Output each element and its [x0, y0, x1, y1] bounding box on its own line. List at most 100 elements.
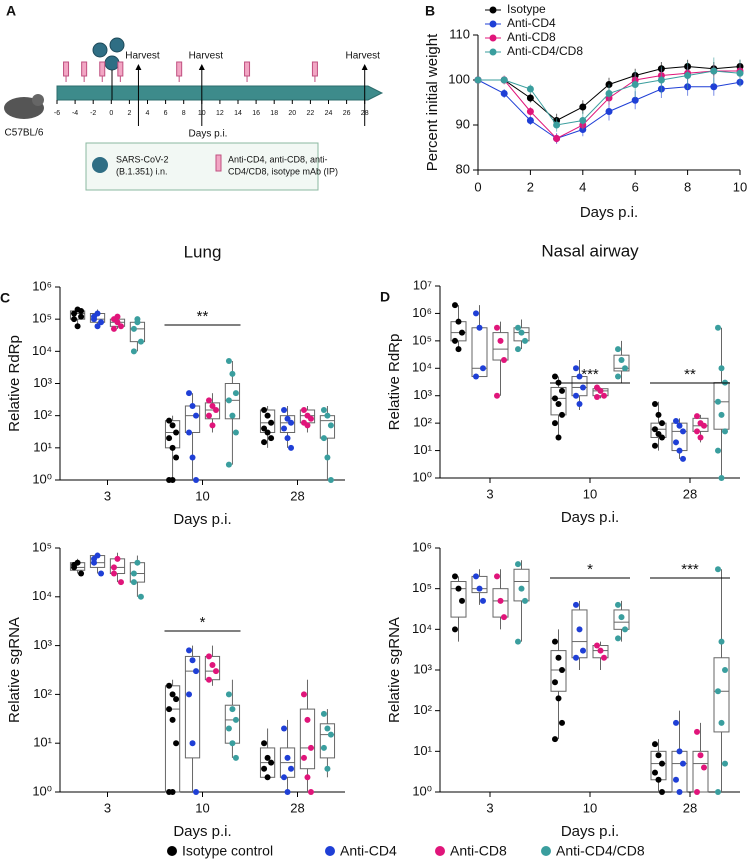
key-box: [85, 142, 319, 191]
data-point: [327, 422, 334, 429]
data-point: [680, 455, 686, 462]
data-point: [169, 789, 176, 795]
data-point: [169, 691, 176, 698]
y-tick-label: 10²: [413, 415, 432, 430]
data-point: [261, 740, 268, 747]
data-point: [526, 94, 534, 102]
data-point: [459, 329, 465, 336]
data-point: [552, 420, 558, 427]
panel-label: C: [0, 290, 10, 306]
data-point: [264, 774, 271, 781]
data-point: [659, 789, 665, 795]
box: [450, 581, 467, 618]
box: [671, 750, 688, 793]
data-point: [284, 789, 291, 795]
data-point: [452, 302, 458, 309]
data-point: [552, 679, 558, 686]
data-point: [459, 597, 465, 604]
x-axis-label: Days p.i.: [580, 204, 638, 221]
data-point: [166, 417, 173, 424]
data-point: [715, 447, 721, 454]
data-point: [652, 741, 658, 748]
y-tick-label: 10⁵: [412, 332, 432, 347]
data-point: [186, 647, 193, 654]
box: [279, 415, 296, 433]
timeline-tick-label: 2: [127, 110, 131, 117]
data-point: [91, 555, 98, 562]
data-point: [473, 573, 479, 580]
data-point: [261, 765, 268, 772]
data-point: [134, 316, 141, 323]
box: [184, 655, 201, 759]
key-syringe-icon: [215, 154, 222, 172]
data-point: [169, 716, 176, 723]
data-point: [701, 764, 707, 771]
data-point: [232, 754, 239, 761]
data-point: [522, 337, 528, 344]
syringe-icon: [244, 61, 251, 77]
syringe-icon: [176, 61, 183, 77]
box: [613, 609, 630, 630]
data-point: [261, 407, 268, 414]
data-point: [205, 653, 212, 660]
box: [692, 417, 709, 432]
data-point: [281, 725, 288, 732]
box: [613, 354, 630, 372]
data-point: [601, 392, 607, 399]
data-point: [480, 597, 486, 604]
y-axis-label: Relative RdRp: [6, 335, 23, 432]
data-point: [673, 439, 679, 446]
box: [204, 402, 221, 420]
data-point: [186, 390, 193, 397]
legend-label: Anti-CD8: [450, 843, 507, 859]
data-point: [579, 103, 587, 111]
data-point: [576, 626, 583, 633]
data-point: [229, 706, 236, 713]
data-point: [573, 601, 579, 608]
y-tick-label: 10⁵: [32, 539, 52, 554]
harvest-arrow: [198, 64, 205, 70]
data-point: [553, 135, 561, 142]
data-point: [225, 461, 232, 468]
data-point: [515, 638, 521, 645]
data-point: [652, 426, 658, 433]
data-point: [718, 638, 725, 645]
y-tick-label: 10³: [413, 387, 432, 402]
data-point: [559, 719, 565, 726]
harvest-label: Harvest: [125, 51, 160, 62]
legend-marker: [325, 846, 335, 856]
data-point: [694, 728, 700, 735]
timeline-bar: [56, 85, 384, 101]
data-point: [552, 395, 558, 402]
data-point: [622, 365, 628, 372]
data-point: [324, 454, 331, 461]
significance-label: *: [587, 561, 593, 578]
data-point: [480, 365, 486, 372]
data-point: [652, 400, 658, 407]
data-point: [307, 789, 314, 795]
data-point: [232, 716, 239, 723]
data-point: [580, 647, 586, 654]
key-text: CD4/CD8, isotype mAb (IP): [228, 166, 338, 176]
y-tick-label: 100: [448, 71, 470, 86]
data-point: [173, 696, 180, 703]
y-tick-label: 10²: [33, 686, 52, 701]
data-point: [452, 626, 458, 633]
timeline-tick-label: 8: [182, 110, 186, 117]
y-tick-label: 10³: [33, 637, 52, 652]
data-point: [615, 635, 621, 642]
data-point: [300, 691, 307, 698]
data-point: [718, 719, 725, 726]
panel-label: B: [425, 3, 435, 19]
data-point: [605, 108, 613, 115]
data-point: [78, 313, 85, 320]
y-tick-label: 10²: [33, 407, 52, 422]
data-point: [284, 435, 291, 442]
box: [713, 657, 730, 733]
data-point: [710, 67, 718, 75]
data-point: [676, 447, 683, 454]
x-tick-label: 28: [290, 488, 304, 503]
y-tick-label: 10¹: [413, 442, 432, 457]
data-point: [552, 736, 558, 743]
data-point: [114, 555, 121, 562]
